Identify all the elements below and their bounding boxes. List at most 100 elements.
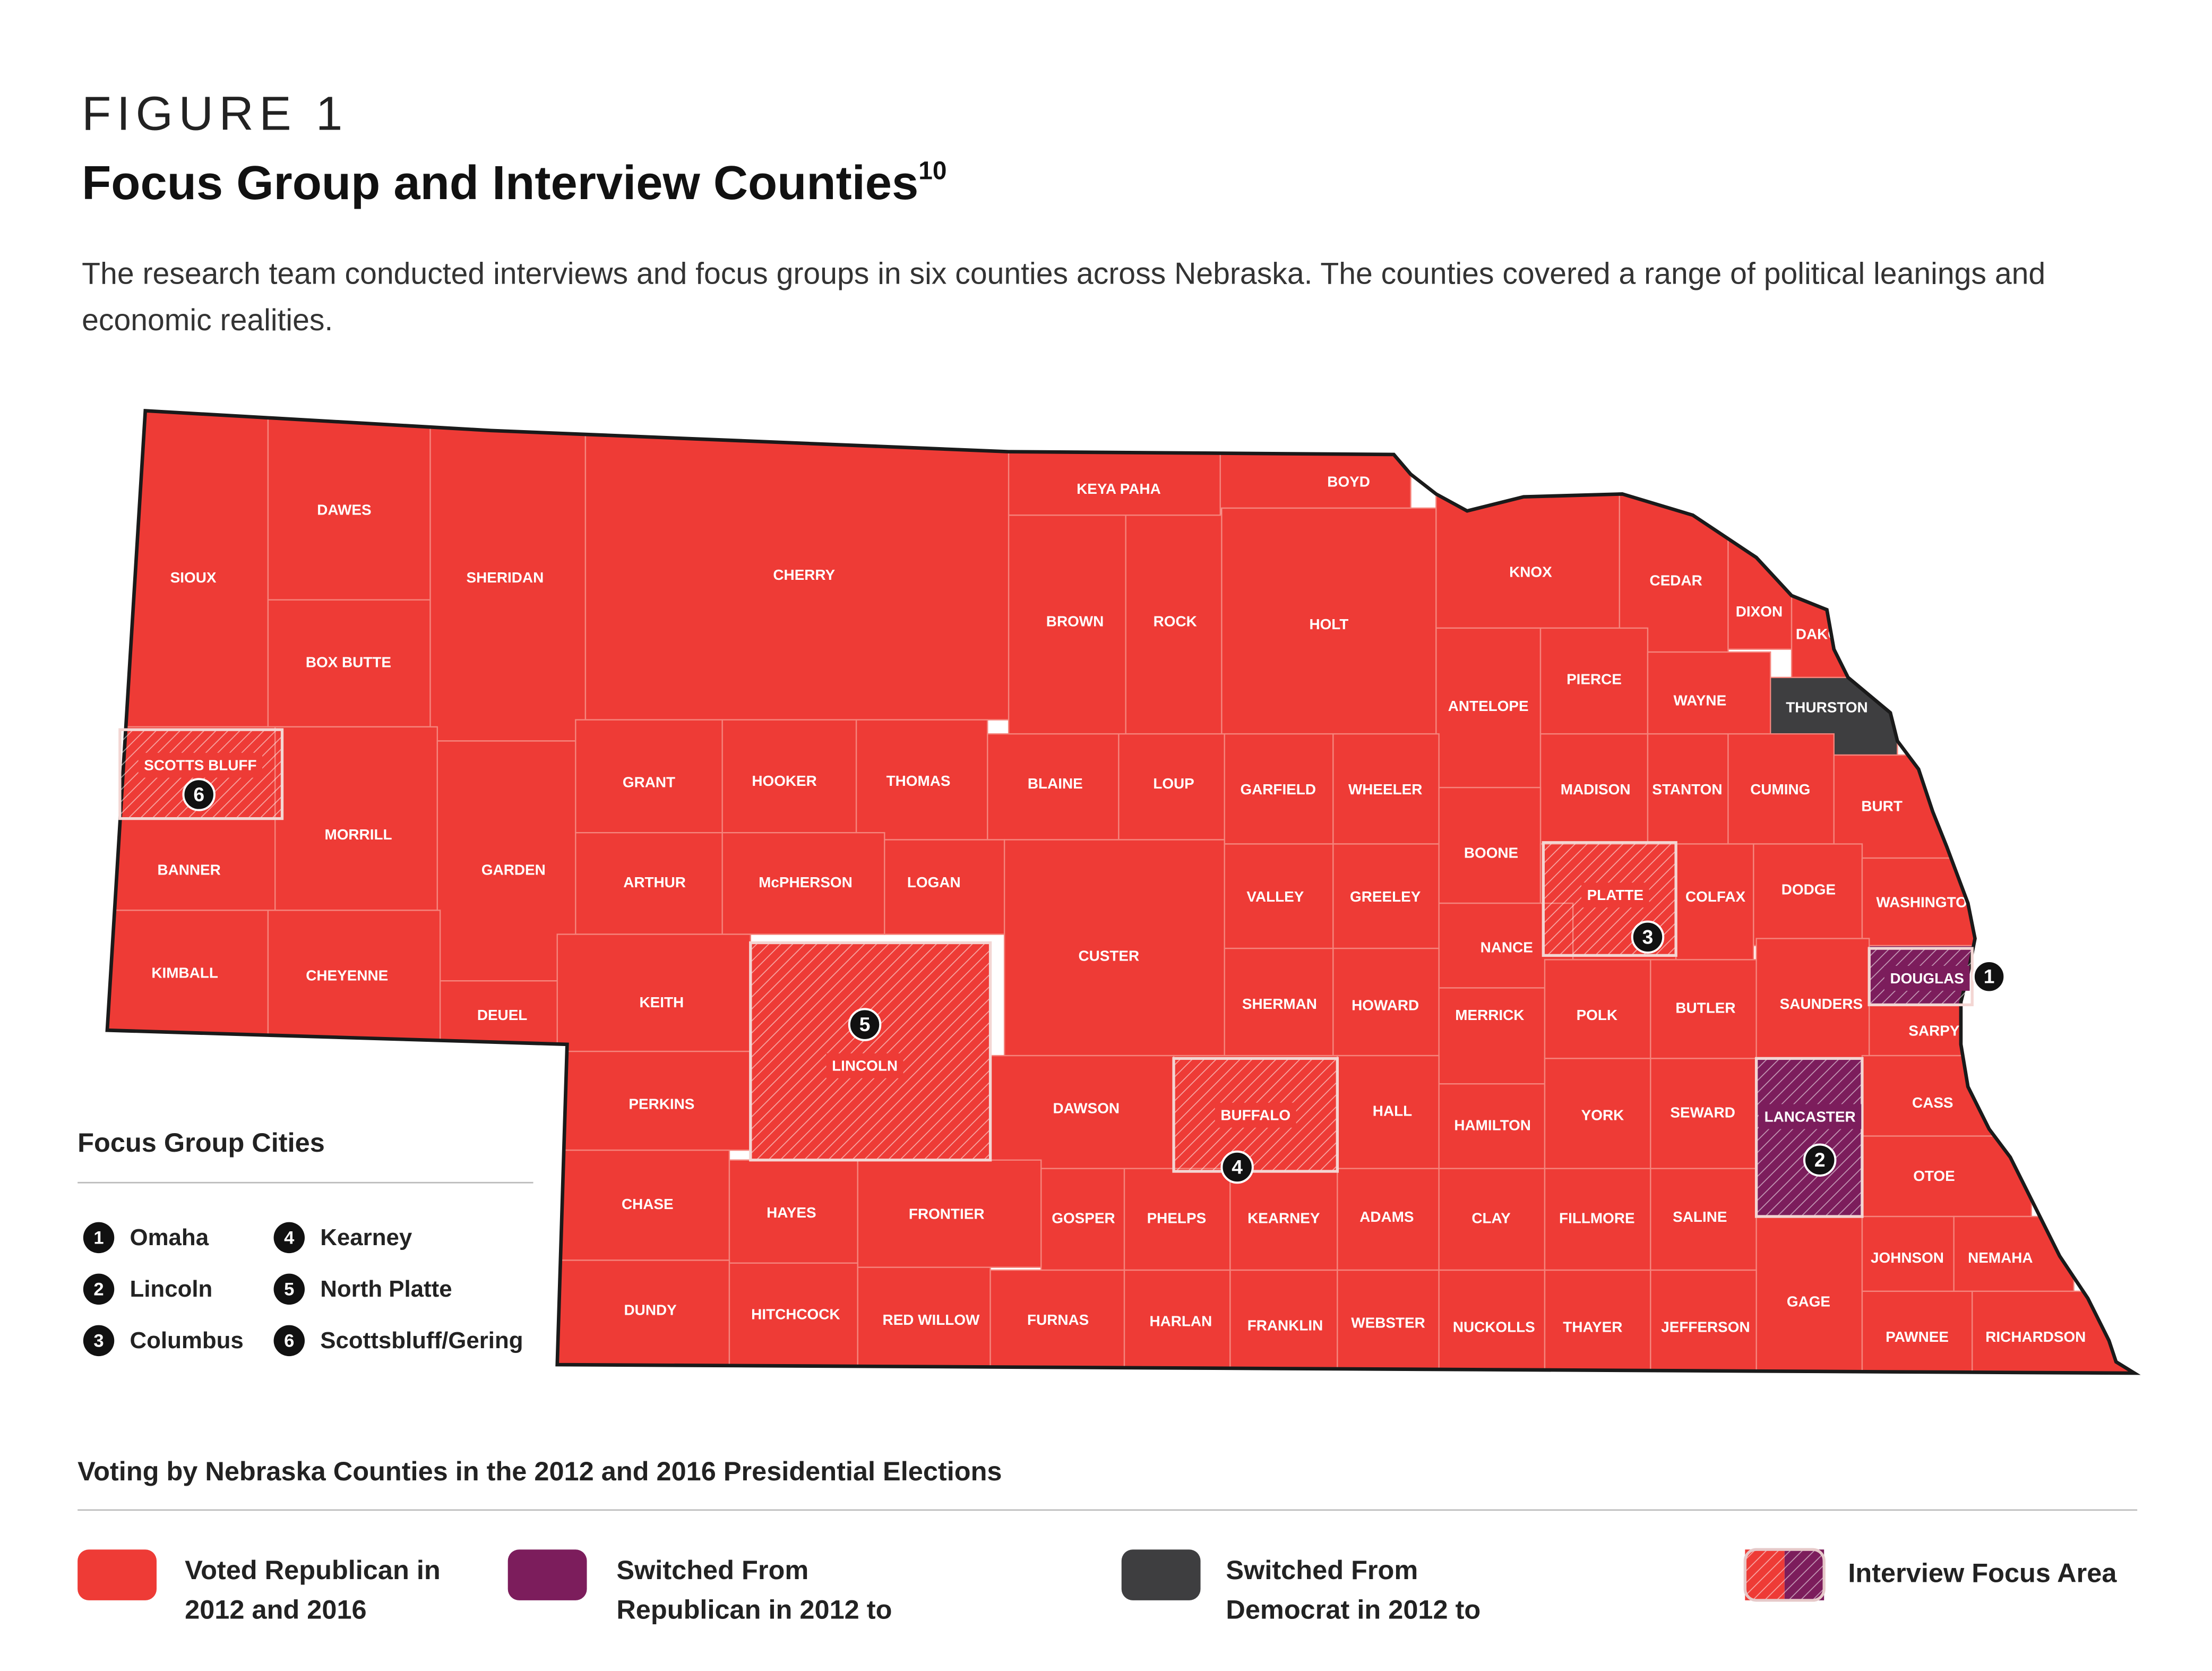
county — [721, 832, 885, 935]
county-label: CHASE — [622, 1196, 674, 1212]
county — [1539, 733, 1649, 845]
county-label: GARDEN — [481, 861, 546, 878]
county — [1438, 1168, 1546, 1271]
legend-label: Voted Republican in 2012 and 2016 — [185, 1556, 441, 1626]
marker-number: 3 — [1642, 926, 1654, 948]
marker-number: 6 — [284, 1331, 294, 1351]
county-label: SHERMAN — [1242, 996, 1317, 1012]
county — [1224, 947, 1334, 1057]
county-label: MADISON — [1561, 781, 1631, 798]
county-label: KEITH — [640, 994, 684, 1010]
county-label: DODGE — [1781, 881, 1836, 898]
county-label: SAUNDERS — [1780, 996, 1863, 1012]
county — [556, 1259, 730, 1374]
legend-label: Interview Focus Area — [1848, 1559, 2117, 1589]
county-label: GRANT — [623, 774, 675, 791]
county — [1438, 987, 1546, 1085]
county — [1861, 1290, 1973, 1374]
county-label: BANNER — [157, 861, 220, 878]
county-label: MORRILL — [324, 826, 392, 843]
title-superscript: 10 — [918, 157, 946, 185]
county-label: DEUEL — [477, 1007, 528, 1023]
county — [1438, 786, 1542, 904]
marker-dot — [273, 1273, 305, 1305]
county — [1650, 959, 1757, 1059]
legend-title: Focus Group Cities — [78, 1127, 325, 1158]
county-label: PERKINS — [629, 1095, 694, 1112]
marker-dot — [1803, 1143, 1837, 1177]
marker-number: 4 — [284, 1228, 295, 1248]
title: Focus Group and Interview Counties10 — [82, 156, 946, 210]
county-label: CASS — [1912, 1094, 1953, 1111]
county-label: CEDAR — [1650, 572, 1702, 589]
county-label: DAWSON — [1053, 1100, 1120, 1116]
city-name: Kearney — [320, 1224, 412, 1250]
marker-number: 1 — [93, 1228, 104, 1248]
county-label: PIERCE — [1567, 671, 1622, 688]
county — [1650, 1269, 1757, 1374]
county-label: PLATTE — [1587, 887, 1643, 903]
county — [1040, 1168, 1125, 1271]
title-text: Focus Group and Interview Counties — [82, 156, 918, 210]
county-label: DUNDY — [624, 1301, 677, 1318]
marker-number: 4 — [1232, 1156, 1243, 1178]
county-label: GREELEY — [1350, 888, 1421, 905]
label-box — [1215, 1102, 1296, 1128]
county-label: CHERRY — [773, 567, 835, 583]
label-box — [1758, 1104, 1862, 1129]
county-label: THURSTON — [1786, 699, 1867, 716]
county-label: NEMAHA — [1968, 1249, 2033, 1266]
county-label: NUCKOLLS — [1453, 1318, 1535, 1335]
county-label: POLK — [1577, 1007, 1617, 1023]
marker-number: 3 — [93, 1331, 104, 1351]
county-label: HAYES — [767, 1204, 816, 1221]
county — [1332, 733, 1440, 845]
county — [267, 410, 431, 601]
voting-legend: Voting by Nebraska Counties in the 2012 … — [78, 1456, 2138, 1637]
county — [1650, 1168, 1757, 1271]
legend-label-box: Voted Republican in 2012 and 2016 — [185, 1556, 441, 1626]
legend-label-box: Interview Focus Area — [1848, 1559, 2117, 1589]
legend-swatch-hatch — [1743, 1548, 1826, 1602]
county — [1544, 1058, 1651, 1169]
city-name: North Platte — [320, 1276, 452, 1302]
county-label: SEWARD — [1670, 1104, 1735, 1120]
county — [989, 1269, 1125, 1374]
county — [1219, 423, 1411, 509]
county-label: NANCE — [1481, 939, 1533, 955]
marker-number: 2 — [93, 1280, 104, 1300]
county-label: BOONE — [1464, 844, 1518, 861]
label-box — [138, 752, 263, 778]
county-label: VALLEY — [1246, 888, 1304, 905]
county — [556, 1050, 751, 1151]
county-label: DAKOTA — [1796, 626, 1858, 642]
county-label: BOX BUTTE — [306, 654, 391, 671]
county — [1125, 515, 1223, 735]
county — [989, 1055, 1175, 1169]
county-label: LOGAN — [907, 874, 961, 890]
county — [1123, 1269, 1231, 1374]
county-label: YORK — [1581, 1107, 1624, 1124]
county-label: PHELPS — [1147, 1210, 1207, 1227]
marker-dot — [848, 1008, 882, 1041]
county — [1727, 535, 1793, 650]
county — [987, 733, 1120, 841]
county-label: LANCASTER — [1765, 1108, 1856, 1125]
marker-dot — [273, 1222, 305, 1254]
description-box: The research team conducted interviews a… — [82, 257, 2045, 337]
marker-dot — [1220, 1150, 1254, 1184]
county — [575, 719, 723, 834]
county-label: HARLAN — [1149, 1313, 1212, 1330]
county-label: BUFFALO — [1220, 1107, 1290, 1124]
county-label: RICHARDSON — [1985, 1329, 2086, 1345]
county-label: JOHNSON — [1871, 1249, 1944, 1266]
focus-area — [749, 941, 992, 1162]
county — [274, 726, 438, 911]
marker-dot — [83, 1222, 115, 1254]
county — [1544, 1168, 1651, 1271]
county — [1650, 1058, 1757, 1169]
county-label: FRONTIER — [909, 1206, 985, 1222]
county-label: HOLT — [1309, 616, 1348, 632]
county-label: FILLMORE — [1559, 1210, 1635, 1227]
county-label: ANTELOPE — [1448, 698, 1529, 714]
